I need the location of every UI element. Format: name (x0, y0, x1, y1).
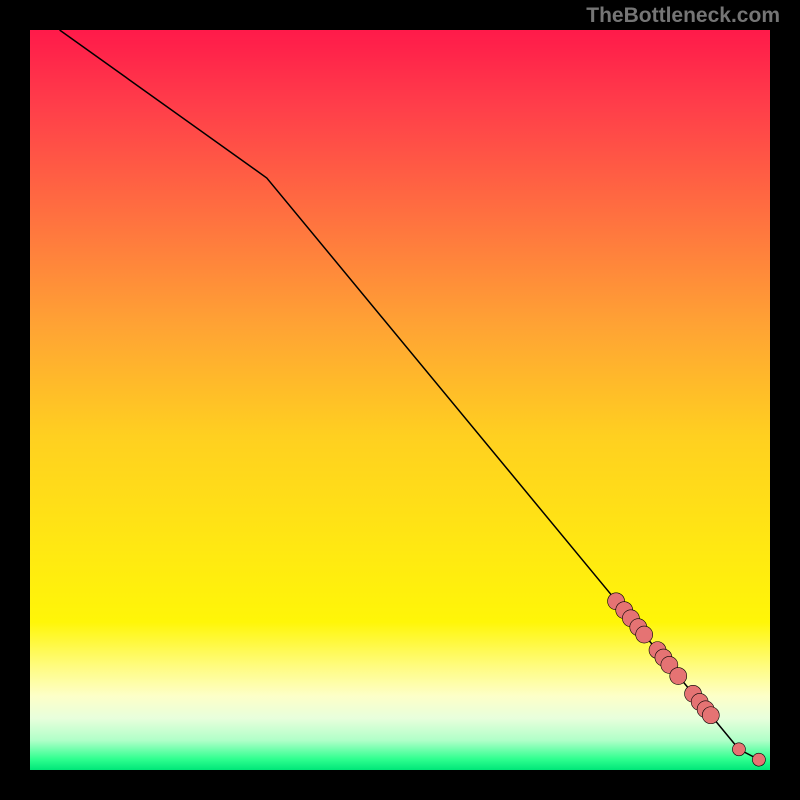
data-marker (636, 626, 653, 643)
plot-area (30, 30, 770, 770)
data-marker (752, 753, 765, 766)
watermark-text: TheBottleneck.com (586, 4, 780, 28)
data-marker (732, 743, 745, 756)
plot-svg (30, 30, 770, 770)
data-marker (670, 668, 687, 685)
chart-container: TheBottleneck.com (0, 0, 800, 800)
data-marker (702, 707, 719, 724)
